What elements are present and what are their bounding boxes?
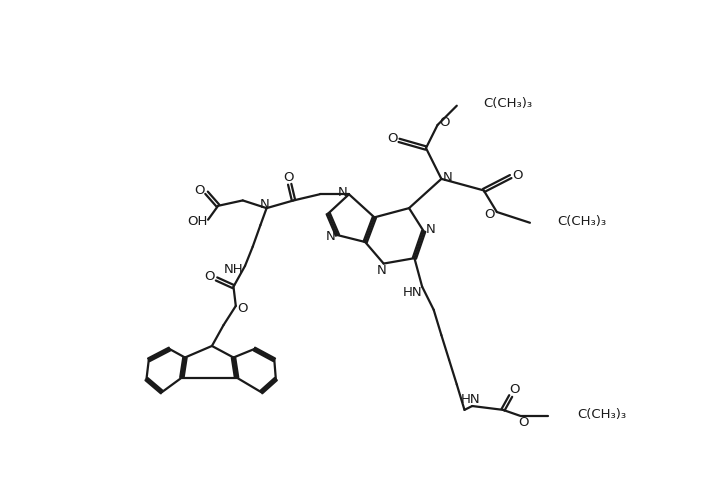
Text: C(CH₃)₃: C(CH₃)₃ <box>484 97 533 110</box>
Text: O: O <box>439 116 450 129</box>
Text: O: O <box>518 417 528 430</box>
Text: N: N <box>443 171 453 184</box>
Text: O: O <box>509 383 520 396</box>
Text: O: O <box>283 171 293 184</box>
Text: O: O <box>194 184 205 197</box>
Text: HN: HN <box>403 286 423 299</box>
Text: O: O <box>238 302 248 315</box>
Text: O: O <box>387 132 398 145</box>
Text: N: N <box>326 230 336 243</box>
Text: C(CH₃)₃: C(CH₃)₃ <box>577 408 626 421</box>
Text: OH: OH <box>187 215 208 228</box>
Text: N: N <box>377 264 387 277</box>
Text: HN: HN <box>461 393 481 406</box>
Text: C(CH₃)₃: C(CH₃)₃ <box>557 215 606 228</box>
Text: N: N <box>338 186 348 199</box>
Text: N: N <box>426 223 436 236</box>
Text: NH: NH <box>223 263 243 276</box>
Text: N: N <box>260 198 270 211</box>
Text: O: O <box>513 169 523 182</box>
Text: O: O <box>485 208 495 221</box>
Text: O: O <box>204 270 215 283</box>
